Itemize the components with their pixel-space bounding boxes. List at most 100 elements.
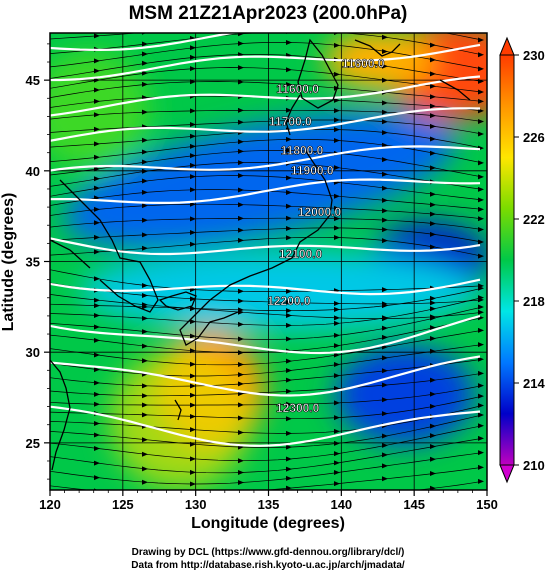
- wind-arrowhead: [142, 501, 148, 506]
- x-tick-label: 135: [258, 497, 280, 512]
- wind-arrowhead: [238, 499, 244, 504]
- height-contour: [50, 43, 481, 82]
- contour-label: 12100.0: [279, 247, 323, 261]
- coastlines: [50, 38, 471, 471]
- colorbar-tick-label: 214: [523, 376, 545, 391]
- y-tick-label: 35: [26, 255, 40, 270]
- height-contours: [50, 33, 481, 447]
- contour-label: 11700.0: [269, 114, 312, 128]
- streamline: [50, 306, 483, 340]
- height-contour: [50, 107, 481, 142]
- colorbar-body: [499, 54, 515, 466]
- colorbar-tick-label: 222: [523, 212, 545, 227]
- streamline: [50, 139, 483, 164]
- height-contour: [50, 355, 481, 397]
- chart-title: MSM 21Z21Apr2023 (200.0hPa): [129, 3, 408, 24]
- cold-core-southeast: [335, 345, 475, 445]
- streamline: [50, 358, 483, 387]
- streamline: [50, 372, 483, 397]
- x-tick-label: 150: [476, 497, 498, 512]
- colorbar-top-triangle: [499, 36, 515, 56]
- streamline: [50, 405, 483, 434]
- contour-label: 11600.0: [342, 56, 385, 70]
- contour-label: 11600.0: [276, 82, 319, 96]
- height-contour: [50, 145, 481, 172]
- x-tick-label: 140: [330, 497, 352, 512]
- streamline: [50, 119, 483, 135]
- y-axis: 25 30 35 40 45: [26, 43, 50, 480]
- contour-label: 11900.0: [291, 163, 334, 177]
- wind-arrowhead: [478, 491, 484, 496]
- wind-arrowhead: [430, 500, 436, 505]
- streamline: [50, 385, 483, 406]
- height-contour: [50, 237, 481, 256]
- streamline: [50, 217, 483, 230]
- colorbar: 210 214 218 222 226 230: [499, 36, 545, 484]
- contour-label: 12200.0: [267, 294, 311, 308]
- streamline: [50, 269, 483, 292]
- wind-arrowhead: [430, 485, 436, 490]
- wind-arrowhead: [382, 505, 388, 510]
- streamline: [50, 162, 483, 190]
- height-contour: [50, 405, 481, 447]
- wind-arrowhead: [286, 497, 292, 502]
- y-tick-label: 25: [26, 436, 40, 451]
- y-tick-label: 30: [26, 345, 40, 360]
- y-tick-label: 45: [26, 73, 40, 88]
- contour-label: 12000.0: [298, 205, 342, 219]
- streamline: [50, 317, 483, 354]
- streamline: [50, 42, 483, 70]
- height-contour: [50, 314, 481, 355]
- footer-line-1: Drawing by DCL (https://www.gfd-dennou.o…: [132, 547, 405, 558]
- wind-arrowhead: [94, 500, 100, 505]
- streamline: [50, 54, 483, 82]
- footer-line-2: Data from http://database.rish.kyoto-u.a…: [131, 560, 405, 571]
- streamline: [50, 330, 483, 366]
- wind-arrowhead: [94, 510, 100, 515]
- wind-arrowhead: [190, 26, 196, 31]
- colorbar-tick-label: 230: [523, 48, 545, 63]
- streamline: [50, 438, 483, 474]
- y-axis-label: Latitude (degrees): [0, 193, 17, 332]
- gridlines: [50, 33, 487, 490]
- colorbar-tick-label: 226: [523, 130, 545, 145]
- cold-band-north: [64, 112, 456, 248]
- colorbar-tick-label: 218: [523, 294, 545, 309]
- colorbar-tick-label: 210: [523, 458, 545, 473]
- streamline: [50, 425, 483, 462]
- contour-label: 12300.0: [276, 401, 320, 415]
- streamline: [50, 452, 483, 485]
- x-axis-label: Longitude (degrees): [191, 515, 345, 532]
- streamline: [50, 294, 483, 319]
- y-tick-label: 40: [26, 164, 40, 179]
- wind-arrowhead: [142, 491, 148, 496]
- x-tick-label: 130: [185, 497, 207, 512]
- wind-arrowhead: [142, 510, 148, 515]
- height-contour: [50, 75, 481, 117]
- streamline: [50, 297, 483, 326]
- wind-streamlines: [50, 26, 484, 515]
- x-tick-label: 125: [112, 497, 134, 512]
- streamline: [50, 33, 483, 56]
- streamline: [50, 81, 483, 102]
- streamline: [50, 203, 483, 220]
- colorbar-bottom-triangle: [499, 464, 515, 484]
- streamline: [50, 344, 483, 377]
- streamline: [50, 414, 483, 448]
- streamline: [50, 227, 483, 243]
- streamline: [50, 467, 483, 490]
- streamline: [50, 236, 483, 257]
- height-contour: [50, 33, 239, 52]
- height-contour: [50, 278, 481, 296]
- x-tick-label: 120: [39, 497, 61, 512]
- streamline: [50, 67, 483, 93]
- plot-area: 11600.0 11600.0 11700.0 11800.0 11900.0 12000…: [50, 26, 487, 515]
- height-contour: [50, 178, 481, 204]
- streamline: [50, 282, 483, 305]
- streamline: [50, 175, 483, 201]
- streamline: [50, 109, 483, 122]
- x-tick-label: 145: [403, 497, 425, 512]
- wind-arrowhead: [286, 485, 292, 490]
- contour-labels: 11600.0 11600.0 11700.0 11800.0 11900.0 12000…: [267, 56, 385, 415]
